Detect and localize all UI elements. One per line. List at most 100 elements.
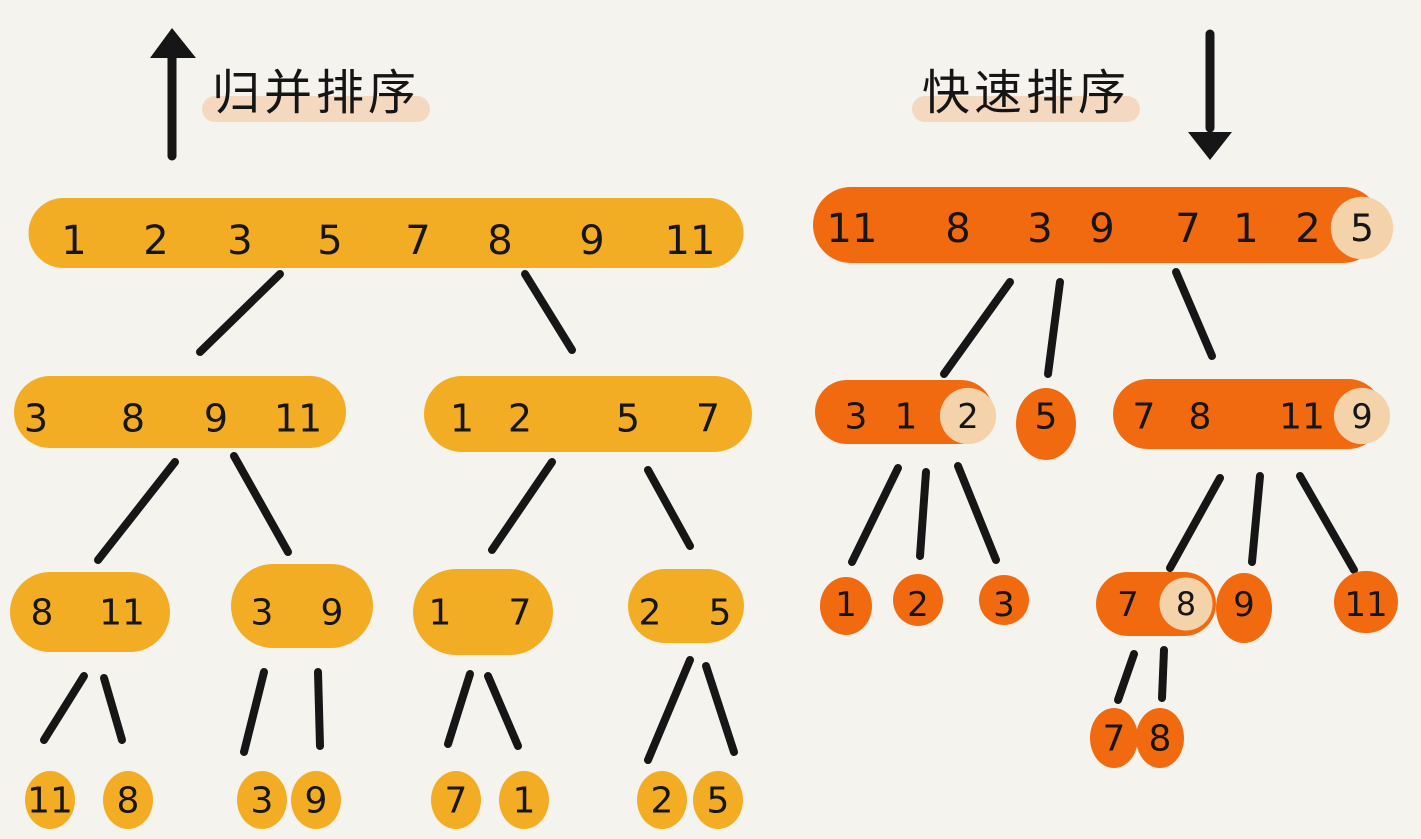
tree-edge — [230, 452, 292, 556]
tree-edge — [94, 458, 179, 564]
merge-level2-blob — [413, 569, 553, 655]
merge-level3-value: 11 — [27, 781, 73, 822]
tree-edge — [1166, 474, 1224, 572]
merge-level1-blob — [14, 376, 346, 448]
quick-level2-value: 9 — [1233, 585, 1255, 625]
merge-level1-value: 7 — [696, 396, 720, 440]
array-blobs — [10, 187, 1398, 829]
merge-level2-value: 8 — [31, 593, 54, 634]
quick-level2-blob — [893, 574, 943, 626]
merge-level1-value: 11 — [274, 396, 322, 440]
quick-level1-pivot-value: 2 — [957, 397, 978, 436]
quick-level2-blob — [1216, 573, 1272, 643]
quick-level3-value: 7 — [1103, 719, 1126, 760]
quick-level1-pivot-circle — [1333, 387, 1391, 445]
quick-sort-title: 快速排序 — [912, 58, 1141, 128]
merge-level2-value: 11 — [99, 593, 145, 634]
merge-level0-value: 9 — [579, 218, 604, 264]
quick-root-pivot-value: 5 — [1350, 206, 1374, 250]
tree-edge — [196, 270, 284, 356]
quick-level3-value: 8 — [1149, 719, 1172, 760]
merge-level0-value: 7 — [405, 218, 430, 264]
tree-edge — [954, 462, 1000, 564]
merge-level0-blob — [28, 198, 744, 268]
tree-edge — [240, 668, 268, 756]
merge-level3-blob — [25, 771, 75, 829]
quick-level1-value: 8 — [1189, 397, 1212, 438]
merge-level3-blob — [237, 771, 287, 829]
quick-root-value: 1 — [1233, 206, 1258, 252]
quick-root-value: 3 — [1027, 206, 1052, 252]
merge-level3-blob — [499, 771, 549, 829]
quick-level3-blob — [1090, 708, 1138, 768]
quick-level1-value: 7 — [1133, 397, 1156, 438]
quick-level1-pivot-circle — [939, 387, 997, 445]
merge-level3-blob — [431, 771, 481, 829]
merge-level1-value: 2 — [508, 396, 532, 440]
tree-edge — [488, 458, 556, 554]
direction-arrows — [150, 28, 1232, 161]
merge-level3-value: 8 — [117, 781, 140, 822]
tree-edge — [1296, 472, 1358, 574]
merge-level2-blob — [10, 572, 170, 652]
tree-edge — [1248, 472, 1264, 566]
merge-level0-value: 8 — [487, 218, 512, 264]
merge-level3-value: 9 — [305, 781, 328, 822]
tree-edge — [940, 278, 1014, 378]
merge-level3-blob — [291, 771, 341, 829]
merge-level3-blob — [103, 771, 153, 829]
quick-level1-value: 3 — [845, 397, 868, 438]
tree-edge — [444, 670, 474, 748]
merge-level1-value: 3 — [24, 396, 48, 440]
merge-level0-value: 5 — [317, 218, 342, 264]
quick-level2-pivot-value: 8 — [1176, 585, 1196, 623]
merge-level2-value: 1 — [429, 593, 452, 634]
merge-level1-value: 1 — [450, 396, 474, 440]
quick-level2-value: 1 — [835, 585, 857, 625]
quick-level1-value: 5 — [1035, 397, 1058, 438]
merge-sort-title: 归并排序 — [202, 58, 431, 128]
merge-level3-value: 1 — [513, 781, 536, 822]
merge-level3-value: 3 — [251, 781, 274, 822]
tree-edge — [848, 464, 902, 566]
quick-root-value: 7 — [1175, 206, 1200, 252]
quick-level1-blob — [1113, 379, 1383, 449]
tree-edge — [644, 656, 694, 764]
quick-level2-blob — [1334, 571, 1398, 633]
tree-edge — [916, 468, 930, 560]
merge-level2-blob — [231, 564, 373, 648]
quick-down-arrow-head — [1188, 132, 1232, 160]
quick-level3-blob — [1136, 708, 1184, 768]
merge-level3-value: 2 — [651, 781, 674, 822]
merge-level1-blob — [424, 376, 752, 452]
tree-edge — [1114, 650, 1138, 704]
merge-level2-value: 2 — [639, 593, 662, 634]
merge-level2-value: 5 — [709, 593, 732, 634]
tree-edges — [40, 268, 1358, 764]
tree-edge — [100, 674, 126, 744]
tree-edge — [484, 672, 522, 750]
quick-level2-value: 11 — [1344, 585, 1387, 625]
tree-edge — [644, 466, 694, 550]
merge-level3-value: 7 — [445, 781, 468, 822]
quick-level1-value: 11 — [1279, 397, 1325, 438]
quick-level1-pivot-value: 9 — [1351, 397, 1372, 436]
quick-level1-value: 1 — [895, 397, 918, 438]
quick-level1-blob — [1016, 388, 1076, 460]
quick-root-blob — [813, 187, 1381, 263]
merge-up-arrow-head — [150, 28, 196, 58]
merge-level0-value: 3 — [227, 218, 252, 264]
merge-level0-value: 1 — [61, 218, 86, 264]
tree-edge — [702, 662, 738, 756]
quick-level2-pivot-circle — [1159, 577, 1213, 631]
merge-level1-value: 5 — [616, 396, 640, 440]
merge-level1-value: 8 — [121, 396, 145, 440]
quick-level2-value: 2 — [907, 585, 929, 625]
tree-edge — [521, 270, 576, 354]
merge-level3-value: 5 — [707, 781, 730, 822]
tree-edge — [1044, 278, 1064, 378]
quick-root-pivot-circle — [1330, 196, 1394, 260]
merge-level0-value: 11 — [665, 218, 716, 264]
merge-level1-value: 9 — [204, 396, 228, 440]
